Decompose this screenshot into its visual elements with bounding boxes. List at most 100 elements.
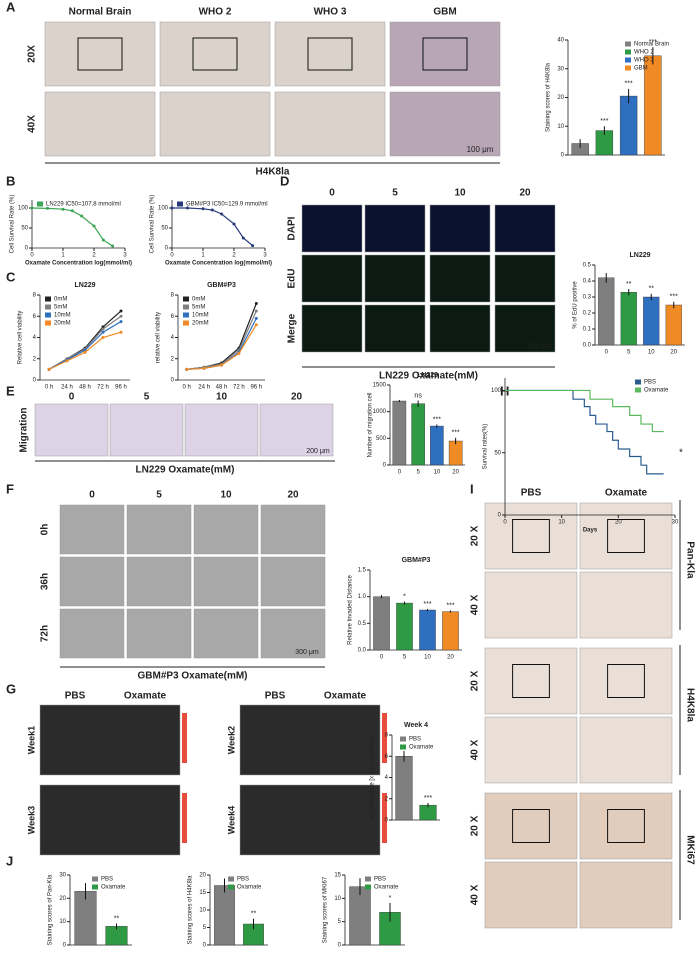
micrograph [184, 403, 259, 457]
micrograph [389, 91, 501, 157]
row-label: 72h [40, 625, 51, 642]
bar [665, 304, 682, 346]
point [220, 212, 224, 216]
bar [619, 95, 638, 156]
y-axis-label: Cell Survival Rate (%) [150, 195, 156, 254]
y-tick-label: 20 [199, 873, 206, 879]
y-axis-label: Number of migration cell [368, 392, 374, 457]
y-tick-label: 1500 [373, 383, 387, 389]
point [101, 330, 105, 334]
x-tick-label: 0 [380, 655, 384, 661]
micrograph [301, 254, 363, 303]
column-label: WHO 2 [199, 7, 232, 18]
micrograph [109, 403, 184, 457]
y-tick-label: 0 [385, 818, 389, 824]
bar [392, 400, 407, 466]
bar [442, 611, 459, 651]
legend-swatch [228, 876, 234, 882]
y-tick-label: 0 [63, 943, 67, 949]
legend-swatch [92, 884, 98, 890]
point [65, 359, 69, 363]
legend-label: 5mM [54, 305, 67, 311]
column-label: WHO 3 [314, 7, 347, 18]
x-tick-label: 3 [263, 253, 267, 259]
point [70, 209, 74, 213]
y-tick-label: 4 [385, 775, 389, 781]
y-tick-label: 50 [494, 450, 501, 456]
y-tick-label: 0 [171, 378, 175, 384]
y-tick-label: 50 [161, 226, 168, 232]
x-tick-label: 5 [403, 655, 407, 661]
bar [419, 609, 436, 651]
point [232, 222, 236, 226]
row-label: Week4 [226, 806, 236, 834]
y-axis-label: relative cell viability [156, 312, 162, 363]
x-axis-label: Oxamate Concentration log(mmol/ml) [25, 261, 132, 267]
x-tick-label: 0 h [45, 385, 53, 391]
y-tick-label: 15 [199, 890, 206, 896]
x-tick-label: 0 [503, 520, 507, 526]
legend-swatch [625, 57, 631, 63]
zoom-box [422, 37, 468, 71]
point [101, 336, 105, 339]
row-label: 0h [40, 524, 51, 536]
legend-swatch [183, 296, 189, 302]
column-label: 0 [69, 392, 75, 403]
y-tick-label: 0.5 [358, 621, 367, 627]
legend-label: GBM#P3 IC50=129.9 mmol/ml [186, 202, 268, 208]
chart-title: LN229 [629, 252, 650, 259]
y-tick-label: 0 [25, 246, 29, 252]
color-scale [382, 793, 387, 843]
micrograph [260, 608, 326, 659]
panel-letter: I [470, 481, 474, 496]
legend-swatch [45, 320, 51, 326]
point [210, 208, 214, 212]
scale-bar: 300 μm [295, 649, 319, 656]
column-label: 10 [220, 490, 232, 501]
column-label: PBS [65, 691, 86, 702]
point [119, 330, 123, 334]
legend-label: 10mM [54, 313, 71, 319]
chart-title: LN229 [417, 372, 438, 379]
bar [349, 886, 371, 946]
x-tick-label: 24 h [198, 385, 210, 391]
x-tick-label: 1 [201, 253, 205, 259]
column-label: 20 [519, 188, 531, 199]
micrograph [34, 403, 109, 457]
y-tick-label: 0 [33, 378, 37, 384]
zoom-box [512, 809, 550, 843]
y-tick-label: 2 [33, 356, 37, 362]
y-tick-label: 6 [171, 314, 175, 320]
legend-label: Oxamate [644, 388, 669, 394]
scale-bar: 100 μm [528, 343, 552, 350]
y-tick-label: 2 [385, 796, 389, 802]
bar [430, 425, 444, 466]
series-line [48, 321, 122, 370]
y-tick-label: 8 [171, 293, 175, 299]
legend-swatch [400, 736, 406, 742]
row-label: EdU [287, 269, 298, 289]
micrograph [429, 204, 491, 253]
zoom-box [607, 519, 645, 553]
chart-title: GBM#P3 [207, 282, 236, 289]
significance: ** [114, 915, 120, 922]
point [119, 314, 123, 318]
micrograph [59, 608, 125, 659]
micrograph [44, 91, 156, 157]
legend-label: PBS [374, 877, 386, 883]
row-label: DAPI [287, 216, 298, 240]
point [220, 363, 223, 367]
y-axis-label: Staining scores of H4K8la [188, 875, 194, 945]
micrograph [579, 571, 673, 639]
micrograph [579, 792, 673, 860]
chart-title: LN229 [74, 282, 95, 289]
micrograph [429, 304, 491, 353]
caption: LN229 Oxamate(mM) [136, 465, 235, 476]
micrograph [429, 254, 491, 303]
legend-label: 0mM [54, 297, 67, 303]
micrograph [484, 647, 578, 715]
point [119, 309, 123, 313]
legend-label: WHO 3 [634, 58, 654, 64]
column-label: PBS [265, 691, 286, 702]
significance: *** [424, 795, 432, 802]
